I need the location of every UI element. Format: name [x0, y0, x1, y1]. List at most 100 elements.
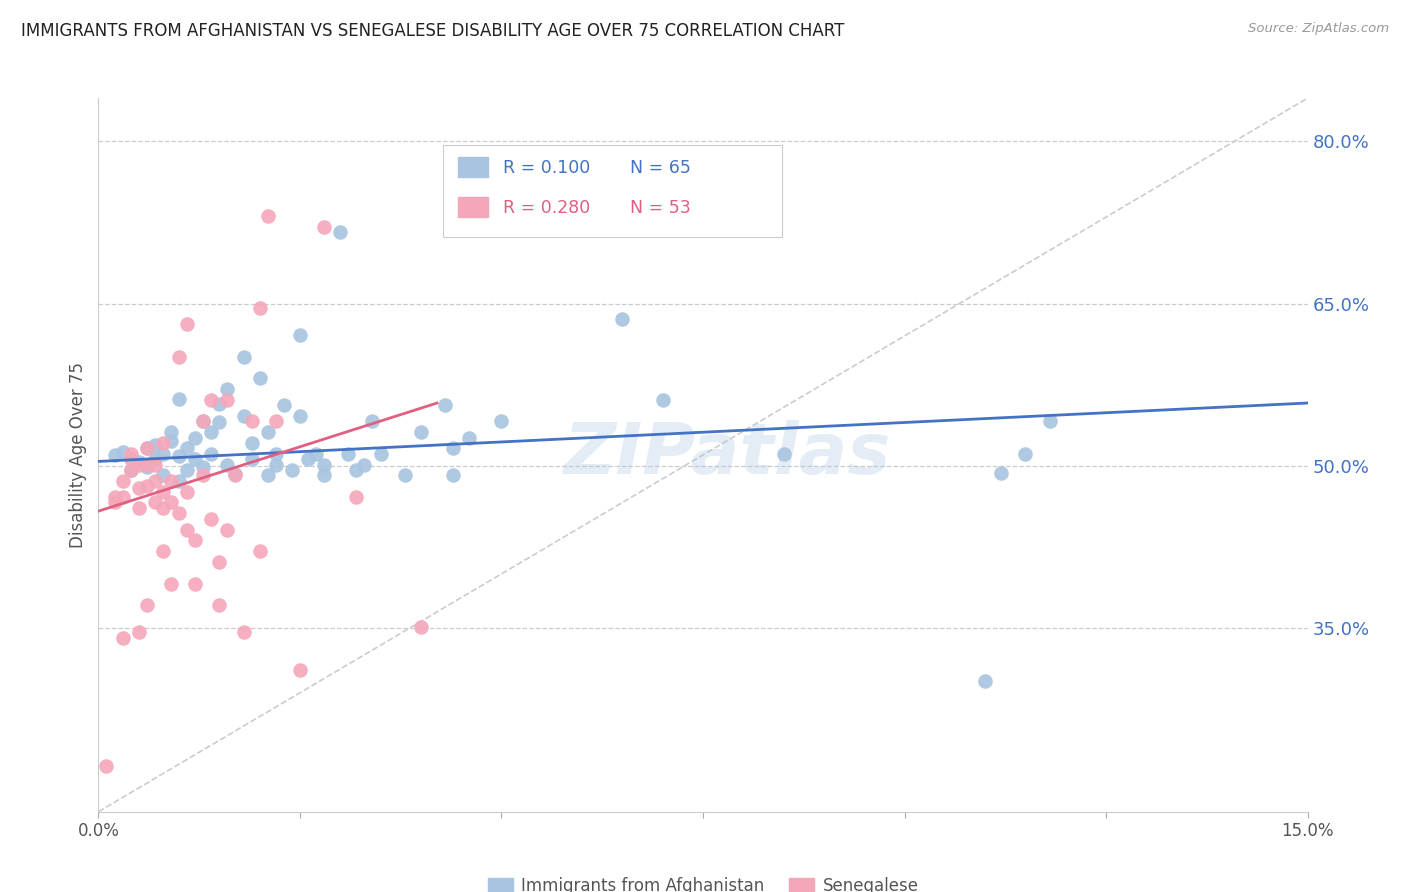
Text: ZIPatlas: ZIPatlas — [564, 420, 891, 490]
Point — [160, 425, 183, 440]
Point — [361, 414, 384, 428]
Point — [152, 436, 174, 450]
Point — [208, 598, 231, 612]
Point — [224, 468, 246, 483]
Point — [152, 447, 174, 461]
Point — [120, 463, 142, 477]
FancyBboxPatch shape — [457, 157, 488, 177]
Point — [344, 490, 367, 504]
Point — [160, 495, 183, 509]
Point — [441, 468, 464, 483]
Point — [176, 463, 198, 477]
Point — [184, 533, 207, 548]
Point — [176, 317, 198, 331]
Point — [184, 452, 207, 467]
Point — [128, 500, 150, 515]
Point — [152, 468, 174, 483]
Point — [208, 555, 231, 569]
Point — [232, 409, 254, 423]
Point — [193, 468, 215, 483]
Point — [232, 625, 254, 640]
Point — [273, 398, 295, 412]
Point — [184, 576, 207, 591]
Point — [409, 620, 432, 634]
Point — [200, 512, 222, 526]
Point — [143, 452, 166, 467]
Point — [217, 458, 239, 472]
Point — [217, 523, 239, 537]
Point — [344, 463, 367, 477]
Point — [143, 458, 166, 472]
Point — [128, 458, 150, 472]
Point — [651, 392, 673, 407]
Point — [135, 442, 157, 456]
Text: IMMIGRANTS FROM AFGHANISTAN VS SENEGALESE DISABILITY AGE OVER 75 CORRELATION CHA: IMMIGRANTS FROM AFGHANISTAN VS SENEGALES… — [21, 22, 845, 40]
Point — [135, 479, 157, 493]
Point — [264, 447, 287, 461]
Point — [256, 468, 278, 483]
Point — [111, 444, 134, 458]
Point — [240, 414, 263, 428]
Point — [103, 490, 125, 504]
Point — [224, 467, 246, 482]
Point — [176, 484, 198, 499]
Point — [1039, 414, 1062, 428]
Point — [264, 414, 287, 428]
Point — [208, 397, 231, 411]
Point — [329, 225, 352, 239]
Point — [160, 576, 183, 591]
Point — [217, 392, 239, 407]
Point — [111, 631, 134, 645]
Point — [200, 447, 222, 461]
Point — [143, 474, 166, 488]
Point — [208, 416, 231, 430]
Point — [135, 459, 157, 474]
Point — [409, 425, 432, 440]
Point — [288, 663, 311, 677]
Point — [337, 447, 360, 461]
Point — [111, 474, 134, 488]
Point — [167, 350, 190, 364]
Point — [249, 371, 271, 385]
Point — [135, 442, 157, 456]
Point — [167, 474, 190, 488]
Point — [441, 442, 464, 456]
Point — [160, 474, 183, 488]
Point — [152, 544, 174, 558]
Point — [264, 458, 287, 472]
Point — [305, 447, 328, 461]
Point — [240, 436, 263, 450]
Point — [281, 463, 304, 477]
Legend: Immigrants from Afghanistan, Senegalese: Immigrants from Afghanistan, Senegalese — [481, 870, 925, 892]
Point — [491, 414, 513, 428]
Point — [193, 414, 215, 428]
Point — [297, 452, 319, 467]
Point — [128, 482, 150, 496]
Point — [152, 484, 174, 499]
Point — [256, 209, 278, 223]
Point — [120, 452, 142, 467]
Point — [612, 311, 634, 326]
Point — [772, 447, 794, 461]
Point — [249, 301, 271, 315]
Point — [217, 382, 239, 396]
Point — [143, 495, 166, 509]
Point — [256, 425, 278, 440]
Point — [167, 449, 190, 463]
Point — [240, 452, 263, 467]
Point — [458, 431, 481, 445]
Point — [120, 463, 142, 477]
Text: R = 0.280: R = 0.280 — [503, 199, 591, 217]
Point — [370, 447, 392, 461]
Point — [193, 459, 215, 474]
Point — [128, 455, 150, 469]
Point — [990, 467, 1012, 481]
FancyBboxPatch shape — [457, 197, 488, 217]
Point — [167, 506, 190, 520]
Point — [96, 759, 118, 773]
Point — [1014, 447, 1036, 461]
Point — [167, 392, 190, 406]
Point — [111, 490, 134, 504]
Point — [103, 448, 125, 462]
Point — [152, 500, 174, 515]
